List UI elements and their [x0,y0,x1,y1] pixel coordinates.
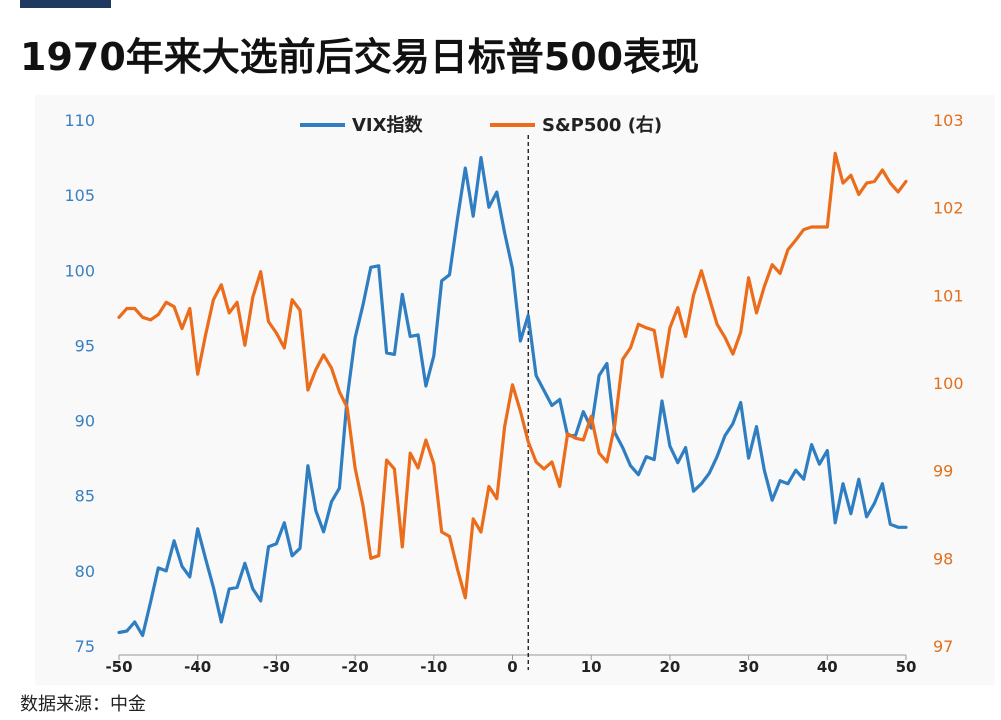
y-left-tick-label: 105 [64,186,95,205]
x-tick-label: 50 [896,658,917,676]
y-right-tick-label: 101 [933,286,964,305]
y-left-tick-label: 110 [64,111,95,130]
series-lines [117,151,908,638]
page-title: 1970年来大选前后交易日标普500表现 [20,35,700,79]
y-right-tick-label: 98 [933,549,953,568]
y-left-tick-label: 90 [75,412,95,431]
x-tick-label: -30 [263,658,290,676]
x-tick-label: 30 [738,658,759,676]
title-accent-bar [20,0,111,8]
series-line-vix [117,156,908,638]
series-line-sp500 [117,151,908,600]
x-tick-label: 20 [659,658,680,676]
y-right-tick-label: 102 [933,199,964,218]
y-left-tick-label: 85 [75,487,95,506]
chart-legend: VIX指数 S&P500 (右) [300,114,662,136]
x-tick-label: 10 [581,658,602,676]
x-tick-label: -40 [184,658,211,676]
x-tick-label: 40 [817,658,838,676]
y-left-tick-label: 95 [75,336,95,355]
x-tick-label: 0 [507,658,517,676]
x-tick-label: -20 [342,658,369,676]
x-tick-label: -50 [105,658,132,676]
y-right-tick-label: 97 [933,637,953,656]
legend-label-sp500: S&P500 (右) [542,114,662,136]
y-left-tick-label: 80 [75,562,95,581]
legend-label-vix: VIX指数 [352,114,424,136]
y-left-tick-label: 75 [75,637,95,656]
axes: -50 -40 -30 -20 -10 0 10 20 30 40 50 75 80 85 90 95 100 1… [64,111,963,676]
y-left-tick-label: 100 [64,261,95,280]
y-right-tick-label: 100 [933,374,964,393]
y-right-tick-label: 99 [933,462,953,481]
data-source-note: 数据来源：中金 [20,694,146,715]
y-right-tick-label: 103 [933,111,964,130]
x-tick-label: -10 [420,658,447,676]
